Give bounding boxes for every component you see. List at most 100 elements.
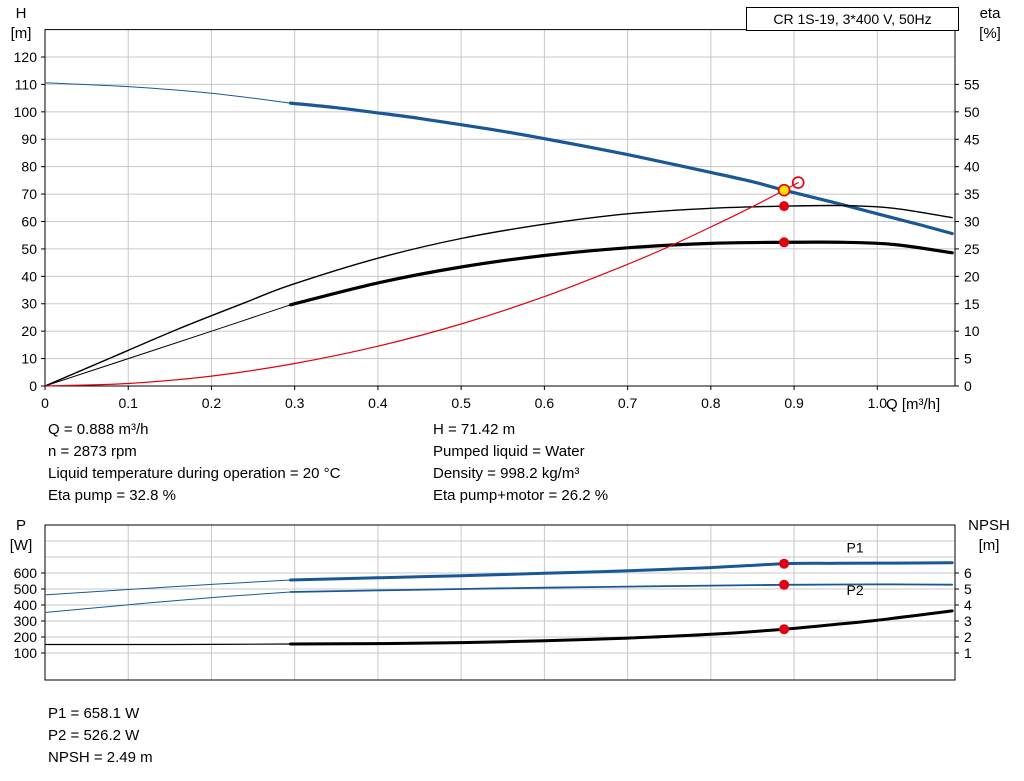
power-npsh-chart-gridlines bbox=[45, 525, 955, 680]
annotation-liquid-temperature: Liquid temperature during operation = 20… bbox=[48, 465, 341, 482]
tick-label-bottom: 0.6 bbox=[535, 395, 555, 411]
npsh-extension bbox=[44, 643, 292, 646]
tick-label-right: 5 bbox=[964, 351, 972, 367]
tick-label-left: 120 bbox=[14, 49, 38, 65]
tick-label-bottom: 1.0 bbox=[868, 395, 888, 411]
p1-extension bbox=[44, 579, 291, 596]
p2-extension bbox=[44, 591, 291, 613]
performance-chart: 0 10 20 30 40 50 60 70 80 90 100 110 120 0 5 10 15 20 25 30… bbox=[14, 29, 980, 411]
tick-label-right: 20 bbox=[964, 268, 980, 284]
npsh-curve bbox=[289, 609, 954, 646]
tick-label-left: 0 bbox=[29, 378, 37, 394]
tick-label-right: 55 bbox=[964, 76, 980, 92]
tick-label-left: 40 bbox=[21, 268, 37, 284]
p2-duty-point bbox=[779, 579, 790, 590]
tick-label-right: 6 bbox=[964, 565, 972, 581]
annotation-speed: n = 2873 rpm bbox=[48, 443, 137, 460]
axis-title-eta-unit: [%] bbox=[979, 25, 1001, 42]
tick-label-right: 50 bbox=[964, 104, 980, 120]
tick-label-bottom: 0.8 bbox=[701, 395, 721, 411]
tick-label-left: 20 bbox=[21, 323, 37, 339]
tick-label-right: 2 bbox=[964, 629, 972, 645]
tick-label-left: 500 bbox=[14, 581, 38, 597]
tick-label-left: 10 bbox=[21, 351, 37, 367]
eta-pump-duty-point bbox=[779, 201, 790, 212]
eta-pump-motor-extension bbox=[44, 304, 291, 387]
axis-title-p: P bbox=[15, 517, 26, 534]
tick-label-left: 30 bbox=[21, 296, 37, 312]
tick-label-right: 4 bbox=[964, 597, 972, 613]
requested-duty-point bbox=[791, 176, 805, 189]
tick-label-left: 50 bbox=[21, 241, 37, 257]
axis-title-h: H bbox=[15, 5, 27, 22]
axis-title-eta: eta bbox=[979, 5, 1001, 22]
axis-title-h-unit: [m] bbox=[10, 25, 32, 42]
head-curve-extension bbox=[44, 82, 291, 104]
tick-label-bottom: 0.5 bbox=[451, 395, 471, 411]
tick-label-left: 80 bbox=[21, 159, 37, 175]
tick-label-bottom: 0.9 bbox=[784, 395, 804, 411]
p1-curve bbox=[289, 561, 954, 582]
bottom-left-axis-title: P [W] bbox=[0, 516, 42, 556]
tick-label-left: 600 bbox=[14, 565, 38, 581]
tick-label-right: 5 bbox=[964, 581, 972, 597]
tick-label-bottom: 0.4 bbox=[368, 395, 388, 411]
annotation-npsh: NPSH = 2.49 m bbox=[48, 749, 153, 766]
tick-label-right: 30 bbox=[964, 214, 980, 230]
p2-curve bbox=[289, 583, 954, 593]
tick-label-right: 3 bbox=[964, 613, 972, 629]
annotation-p1: P1 = 658.1 W bbox=[48, 705, 140, 722]
performance-chart-plot-border bbox=[44, 29, 956, 387]
performance-chart-axis-ticks: 0 10 20 30 40 50 60 70 80 90 100 110 120 0 5 10 15 20 25 30… bbox=[14, 49, 980, 411]
tick-label-right: 25 bbox=[964, 241, 980, 257]
pump-title-box: CR 1S-19, 3*400 V, 50Hz bbox=[746, 7, 959, 31]
eta-pump-curve bbox=[44, 204, 953, 387]
bottom-right-axis-title: NPSH [m] bbox=[958, 516, 1020, 556]
p1-curve-label: P1 bbox=[847, 540, 864, 556]
eta-pump-motor-curve bbox=[288, 240, 954, 307]
axis-title-npsh: NPSH bbox=[968, 517, 1010, 534]
annotation-p2: P2 = 526.2 W bbox=[48, 727, 140, 744]
system-curve bbox=[44, 182, 799, 387]
p2-curve-label: P2 bbox=[847, 582, 864, 598]
tick-label-left: 300 bbox=[14, 613, 38, 629]
tick-label-left: 110 bbox=[15, 76, 38, 92]
axis-title-npsh-unit: [m] bbox=[978, 537, 1000, 554]
tick-label-bottom: 0.3 bbox=[285, 395, 305, 411]
annotation-q: Q = 0.888 m³/h bbox=[48, 421, 149, 438]
annotation-density: Density = 998.2 kg/m³ bbox=[433, 465, 580, 482]
power-npsh-chart-plot-border bbox=[44, 524, 956, 681]
operating-data-right: H = 71.42 m Pumped liquid = Water Densit… bbox=[433, 419, 608, 507]
tick-label-left: 200 bbox=[14, 629, 38, 645]
x-axis-title: Q [m³/h] bbox=[886, 396, 941, 413]
tick-label-left: 400 bbox=[14, 597, 38, 613]
tick-label-right: 1 bbox=[964, 645, 972, 661]
tick-label-left: 100 bbox=[14, 645, 38, 661]
tick-label-right: 0 bbox=[964, 378, 972, 394]
tick-label-left: 70 bbox=[21, 186, 37, 202]
tick-label-right: 15 bbox=[964, 296, 980, 312]
annotation-pumped-liquid: Pumped liquid = Water bbox=[433, 443, 585, 460]
eta-pump-motor-duty-point bbox=[779, 237, 790, 248]
p1-duty-point bbox=[779, 558, 790, 569]
performance-chart-gridlines bbox=[45, 29, 955, 386]
tick-label-right: 35 bbox=[964, 186, 980, 202]
tick-label-bottom: 0 bbox=[41, 395, 49, 411]
power-npsh-data: P1 = 658.1 W P2 = 526.2 W NPSH = 2.49 m bbox=[48, 703, 153, 769]
top-left-axis-title: H [m] bbox=[0, 4, 42, 44]
tick-label-left: 60 bbox=[21, 213, 37, 229]
tick-label-bottom: 0.1 bbox=[118, 395, 138, 411]
annotation-eta-pump: Eta pump = 32.8 % bbox=[48, 487, 176, 504]
tick-label-bottom: 0.2 bbox=[202, 395, 222, 411]
tick-label-right: 10 bbox=[964, 323, 980, 339]
duty-point[interactable] bbox=[777, 183, 791, 197]
annotation-head: H = 71.42 m bbox=[433, 421, 516, 438]
tick-label-right: 40 bbox=[964, 159, 980, 175]
npsh-duty-point bbox=[779, 624, 790, 635]
top-right-axis-title: eta [%] bbox=[964, 4, 1016, 44]
annotation-eta-pump-motor: Eta pump+motor = 26.2 % bbox=[433, 487, 609, 504]
tick-label-left: 100 bbox=[14, 104, 38, 120]
